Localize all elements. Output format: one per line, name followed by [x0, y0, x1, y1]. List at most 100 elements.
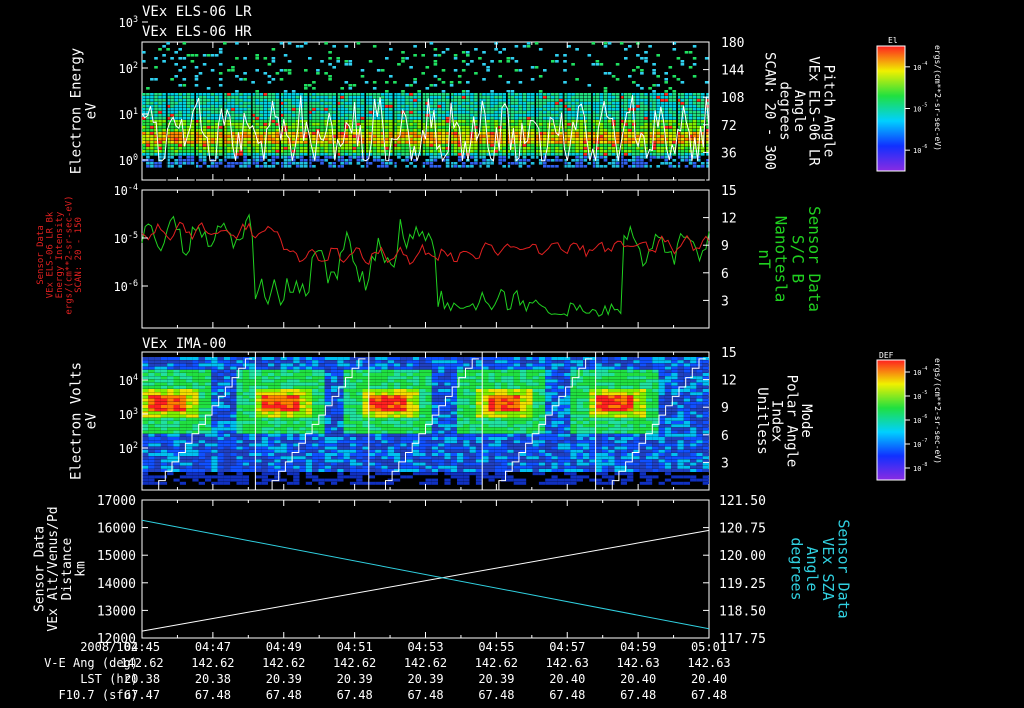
panel1-pixel: [482, 141, 486, 144]
panel3-pixel: [286, 363, 294, 367]
panel1-pixel: [551, 108, 555, 111]
panel1-pixel: [279, 153, 284, 156]
panel1-pixel: [538, 135, 543, 138]
panel1-pixel: [271, 147, 276, 150]
panel1-pixel: [555, 156, 559, 159]
panel1-pixel: [547, 147, 551, 150]
panel1-pixel: [364, 114, 369, 117]
panel1-pixel: [692, 147, 697, 150]
panel3-pixel: [230, 366, 237, 370]
panel3-pixel: [337, 376, 344, 380]
panel1-pixel: [575, 153, 579, 156]
panel1-pixel: [429, 117, 434, 120]
panel1-pixel: [530, 132, 535, 135]
panel1-pixel: [304, 144, 308, 147]
panel1-pixel: [235, 138, 239, 141]
panel1-pixel: [575, 144, 579, 147]
panel1-pixel: [615, 123, 620, 126]
panel1-pixel: [692, 108, 697, 111]
panel3-pixel: [192, 366, 199, 370]
panel1-pixel: [146, 126, 150, 129]
panel3-pixel: [318, 385, 325, 389]
panel1-pixel: [652, 132, 656, 135]
panel1-pixel: [668, 87, 673, 90]
panel3-pixel: [154, 366, 161, 370]
panel1-pixel: [328, 162, 332, 165]
panel1-pixel: [405, 147, 409, 150]
panel1-pixel: [470, 147, 474, 150]
panel1-pixel: [587, 144, 592, 147]
panel1-pixel: [526, 120, 531, 123]
panel1-pixel: [312, 165, 316, 168]
panel1-pixel: [461, 165, 466, 168]
panel1-pixel: [692, 162, 697, 165]
panel1-pixel: [344, 102, 349, 105]
panel3-pixel: [236, 478, 243, 482]
panel1-pixel: [158, 162, 162, 165]
panel3-pixel: [249, 366, 256, 370]
panel1-pixel: [628, 135, 632, 138]
panel1-pixel: [421, 108, 425, 111]
panel1-pixel: [186, 117, 191, 120]
panel1-pixel: [514, 117, 519, 120]
panel1-pixel: [214, 105, 219, 108]
panel1-pixel: [283, 96, 288, 99]
panel1-pixel: [376, 147, 381, 150]
panel1-pixel: [441, 51, 446, 54]
panel1-pixel: [413, 159, 417, 162]
panel1-pixel: [591, 132, 596, 135]
panel3-pixel: [217, 446, 224, 450]
panel1-pixel: [632, 105, 636, 108]
panel1-pixel: [644, 141, 648, 144]
panel1-pixel: [356, 96, 361, 99]
panel1-pixel: [704, 147, 709, 150]
panel1-pixel: [490, 138, 494, 141]
panel1-pixel: [356, 111, 361, 114]
panel1-pixel: [194, 54, 199, 57]
panel1-pixel: [567, 126, 571, 129]
panel1-pixel: [304, 120, 308, 123]
panel3-pixel: [305, 398, 313, 402]
panel1-pixel: [502, 48, 506, 51]
panel1-pixel: [518, 69, 523, 72]
panel1-pixel: [194, 108, 199, 111]
panel3-pixel: [305, 430, 313, 434]
panel1-pixel: [680, 141, 685, 144]
panel1-pixel: [299, 129, 304, 132]
panel1-pixel: [368, 108, 373, 111]
panel1-pixel: [599, 141, 604, 144]
panel1-pixel: [348, 102, 353, 105]
panel3-pixel: [198, 392, 205, 396]
panel1-pixel: [142, 144, 146, 147]
panel1-pixel: [271, 135, 276, 138]
panel1-pixel: [320, 114, 324, 117]
panel1-pixel: [405, 108, 409, 111]
panel1-pixel: [227, 123, 231, 126]
panel3-pixel: [255, 414, 262, 418]
panel1-pixel: [680, 60, 685, 63]
panel1-pixel: [287, 111, 292, 114]
panel3-pixel: [198, 389, 205, 392]
panel1-pixel: [267, 147, 272, 150]
panel1-pixel: [154, 99, 158, 102]
panel1-pixel: [150, 135, 154, 138]
panel3-pixel: [230, 446, 237, 450]
panel1-pixel: [656, 102, 660, 105]
panel1-pixel: [474, 72, 478, 75]
panel1-pixel: [696, 132, 701, 135]
panel1-pixel: [522, 111, 527, 114]
panel1-pixel: [704, 144, 709, 147]
panel3-pixel: [305, 373, 313, 376]
panel1-pixel: [206, 129, 211, 132]
panel1-pixel: [579, 162, 583, 165]
panel3-pixel: [142, 405, 149, 408]
panel1-pixel: [680, 96, 685, 99]
panel1-pixel: [680, 102, 685, 105]
panel1-pixel: [648, 132, 652, 135]
panel1-pixel: [522, 132, 527, 135]
panel1-pixel: [478, 57, 482, 60]
panel1-pixel: [425, 120, 430, 123]
panel3-pixel: [280, 357, 287, 360]
panel1-pixel: [704, 114, 709, 117]
panel3-pixel: [268, 449, 275, 453]
